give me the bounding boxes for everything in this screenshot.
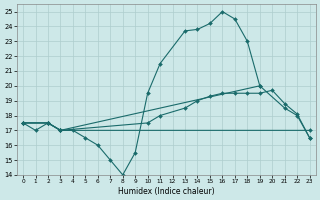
X-axis label: Humidex (Indice chaleur): Humidex (Indice chaleur) — [118, 187, 215, 196]
